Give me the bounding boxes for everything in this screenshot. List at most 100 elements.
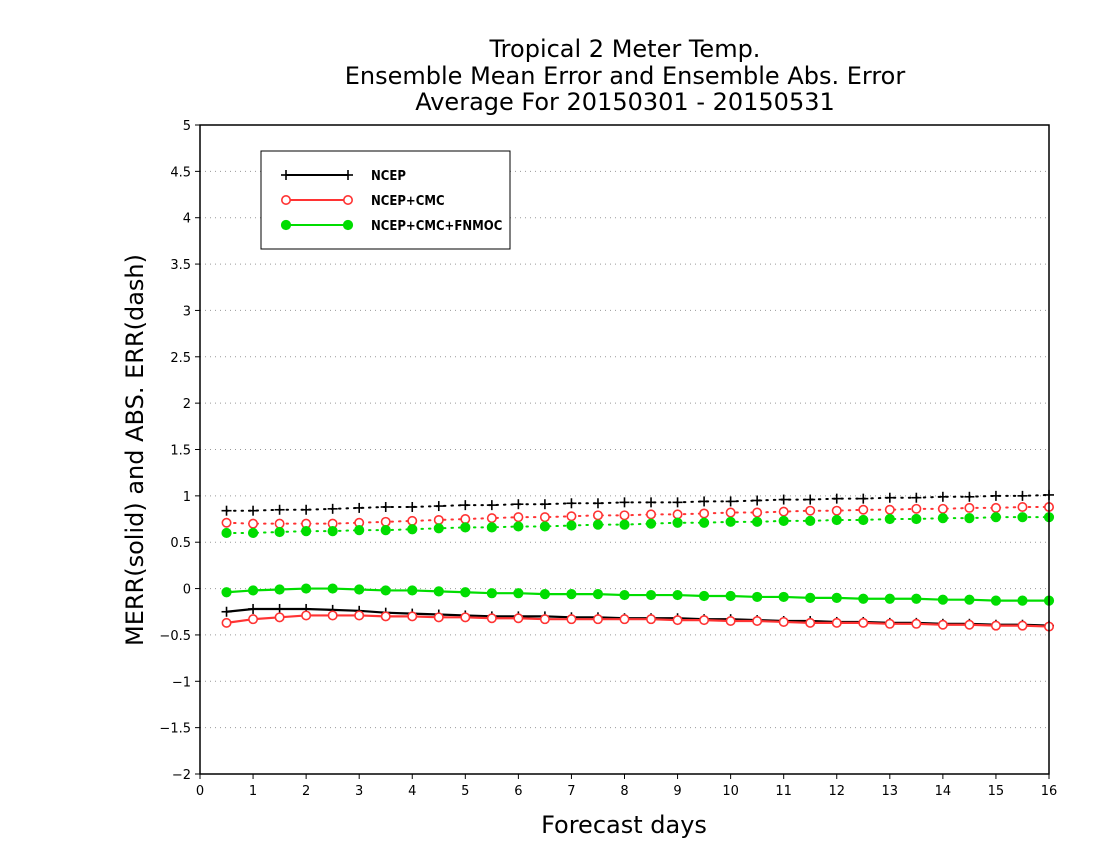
y-tick-label: 4.5 <box>170 165 191 180</box>
point-ncep-cmc-fnmoc-merr <box>964 594 975 605</box>
title-line-3: Average For 20150301 - 20150531 <box>415 88 835 116</box>
legend-label: NCEP <box>371 169 406 184</box>
point-ncep-cmc-merr <box>884 618 895 629</box>
point-ncep-cmc-abs <box>699 508 710 519</box>
point-ncep-abs <box>380 501 391 512</box>
title-line-1: Tropical 2 Meter Temp. <box>489 35 761 63</box>
point-ncep-abs <box>619 497 630 508</box>
x-tick-label: 1 <box>249 784 257 799</box>
y-tick-label: 5 <box>183 119 191 134</box>
point-ncep-abs <box>354 502 365 513</box>
point-ncep-abs <box>778 494 789 505</box>
x-tick-label: 9 <box>673 784 681 799</box>
point-ncep-cmc-abs <box>964 502 975 513</box>
point-ncep-abs <box>964 491 975 502</box>
point-ncep-cmc-fnmoc-merr <box>354 584 365 595</box>
point-ncep-cmc-fnmoc-abs <box>619 519 630 530</box>
point-ncep-merr <box>221 606 232 617</box>
point-ncep-cmc-merr <box>486 613 497 624</box>
point-ncep-cmc-fnmoc-abs <box>831 514 842 526</box>
point-ncep-abs <box>725 496 736 507</box>
point-ncep-cmc-merr <box>539 614 550 625</box>
point-ncep-cmc-abs <box>752 507 763 518</box>
x-tick-label: 13 <box>882 784 899 799</box>
x-tick-label: 5 <box>461 784 469 799</box>
point-ncep-cmc-fnmoc-abs <box>805 515 816 526</box>
title-line-2: Ensemble Mean Error and Ensemble Abs. Er… <box>344 62 906 90</box>
point-ncep-cmc-fnmoc-abs <box>274 526 285 538</box>
point-ncep-cmc-abs <box>592 510 603 521</box>
point-ncep-cmc-abs <box>221 517 232 528</box>
point-ncep-cmc-fnmoc-abs <box>725 516 736 527</box>
point-ncep-abs <box>831 493 842 504</box>
y-tick-label: 3 <box>183 304 191 319</box>
legend-marker-right <box>342 195 353 206</box>
point-ncep-cmc-abs <box>805 505 816 516</box>
point-ncep-abs <box>646 497 657 508</box>
y-tick-label: −1 <box>172 675 191 690</box>
point-ncep-cmc-abs <box>460 514 471 525</box>
point-ncep-cmc-merr <box>831 617 842 628</box>
point-ncep-cmc-merr <box>460 612 471 623</box>
point-ncep-cmc-merr <box>752 616 763 627</box>
point-ncep-cmc-merr <box>805 617 816 628</box>
point-ncep-abs <box>752 495 763 506</box>
y-axis-label: MERR(solid) and ABS. ERR(dash) <box>121 254 149 646</box>
point-ncep-cmc-fnmoc-abs <box>1017 512 1028 523</box>
legend-marker-left <box>280 219 292 231</box>
x-tick-label: 16 <box>1041 784 1058 799</box>
point-ncep-cmc-fnmoc-abs <box>911 513 922 525</box>
point-ncep-abs <box>672 497 683 508</box>
point-ncep-cmc-merr <box>301 610 312 621</box>
x-tick-label: 14 <box>935 784 952 799</box>
point-ncep-cmc-merr <box>619 614 630 625</box>
y-tick-label: 0.5 <box>170 536 191 551</box>
point-ncep-cmc-merr <box>672 615 683 626</box>
point-ncep-abs <box>1017 490 1028 501</box>
legend-marker-right <box>343 170 353 180</box>
point-ncep-cmc-fnmoc-abs <box>539 521 551 532</box>
point-ncep-abs <box>566 498 577 509</box>
point-ncep-cmc-fnmoc-abs <box>433 523 444 534</box>
point-ncep-cmc-abs <box>433 514 444 525</box>
point-ncep-cmc-abs <box>248 518 259 529</box>
point-ncep-cmc-merr <box>911 618 922 629</box>
point-ncep-abs <box>248 505 259 516</box>
point-ncep-cmc-merr <box>248 614 259 625</box>
legend-marker-right <box>342 219 354 231</box>
point-ncep-merr <box>274 603 285 614</box>
y-tick-label: −1.5 <box>159 722 191 737</box>
point-ncep-cmc-merr <box>592 614 603 625</box>
point-ncep-cmc-fnmoc-abs <box>247 527 259 539</box>
x-tick-label: 8 <box>620 784 628 799</box>
point-ncep-cmc-fnmoc-merr <box>752 591 763 603</box>
series-layer <box>221 489 1055 632</box>
point-ncep-cmc-abs <box>831 505 842 516</box>
point-ncep-abs <box>221 505 232 516</box>
point-ncep-cmc-fnmoc-merr <box>831 592 842 603</box>
point-ncep-cmc-merr <box>964 619 975 630</box>
point-ncep-abs <box>592 498 603 509</box>
point-ncep-cmc-fnmoc-abs <box>937 513 948 524</box>
series-ncep-cmc-fnmoc-merr-line <box>226 587 1049 602</box>
point-ncep-cmc-fnmoc-abs <box>990 512 1002 523</box>
point-ncep-abs <box>274 504 285 515</box>
point-ncep-cmc-fnmoc-merr <box>327 583 338 594</box>
point-ncep-abs <box>990 490 1001 501</box>
point-ncep-cmc-merr <box>327 610 338 621</box>
y-tick-label: 1.5 <box>170 444 191 459</box>
x-tick-label: 2 <box>302 784 310 799</box>
point-ncep-cmc-fnmoc-merr <box>539 589 551 600</box>
point-ncep-cmc-fnmoc-abs <box>407 524 418 535</box>
point-ncep-cmc-fnmoc-abs <box>221 527 232 539</box>
point-ncep-abs <box>460 500 471 511</box>
legend: NCEP NCEP+CMC NCEP+CMC+FNMOC <box>260 150 511 250</box>
series-ncep-cmc-merr-line <box>226 614 1050 628</box>
point-ncep-cmc-merr <box>699 615 710 626</box>
point-ncep-cmc-fnmoc-abs <box>460 522 471 533</box>
point-ncep-cmc-fnmoc-abs <box>380 525 391 536</box>
point-ncep-abs <box>486 500 497 511</box>
point-ncep-cmc-fnmoc-merr <box>592 589 604 600</box>
x-tick-label: 0 <box>196 784 204 799</box>
point-ncep-cmc-fnmoc-abs <box>592 519 604 530</box>
